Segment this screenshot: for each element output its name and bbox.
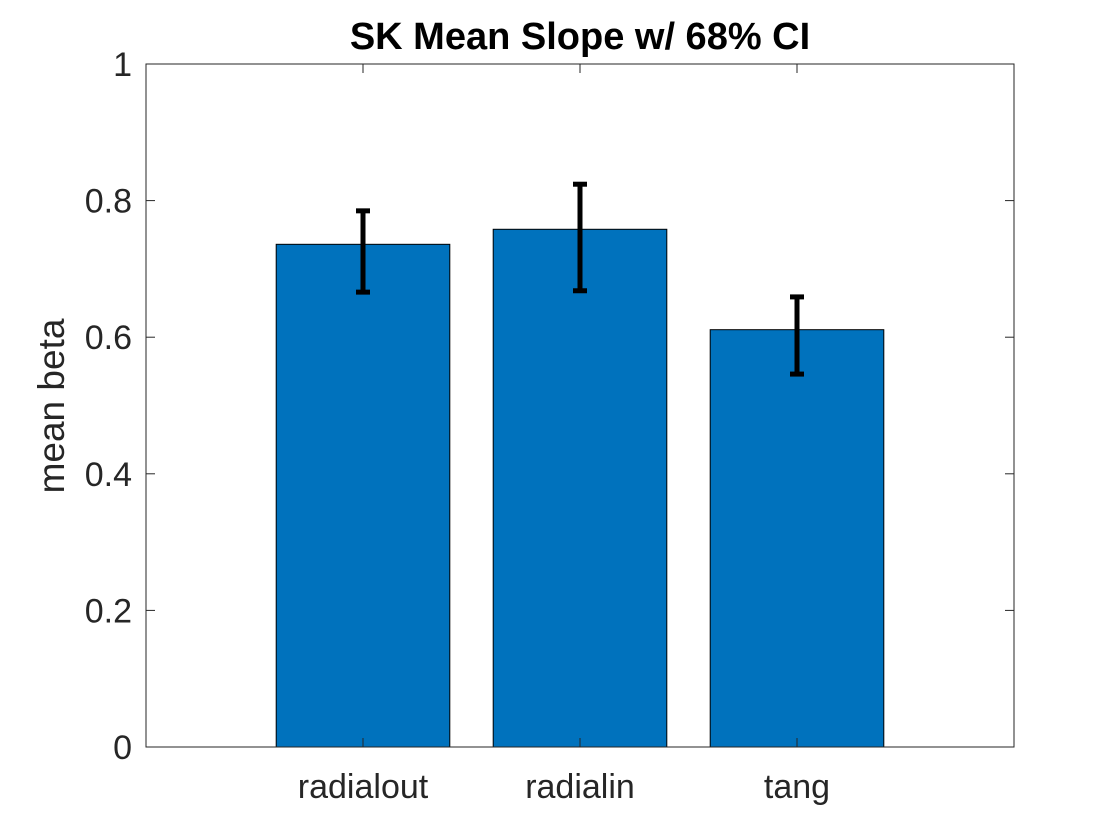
bar-radialout [275,243,451,748]
x-tick-label: tang [764,768,830,806]
y-tick-label: 0.8 [85,183,132,221]
y-tick-label: 0.2 [85,592,132,630]
y-tick-label: 1 [113,46,132,84]
y-tick-label: 0.6 [85,319,132,357]
bar-radialin [492,228,668,748]
y-axis-label: mean beta [31,318,72,493]
y-tick-label: 0 [113,729,132,767]
y-axis: 0 0.2 0.4 0.6 0.8 1 [85,46,1014,767]
chart-title: SK Mean Slope w/ 68% CI [350,16,810,58]
bar-group [275,228,885,748]
x-tick-label: radialout [298,768,429,806]
x-tick-label: radialin [525,768,635,806]
bar-tang [709,329,885,748]
y-tick-label: 0.4 [85,456,132,494]
x-axis: radialout radialin tang [298,64,830,806]
error-bar-group [356,181,804,377]
